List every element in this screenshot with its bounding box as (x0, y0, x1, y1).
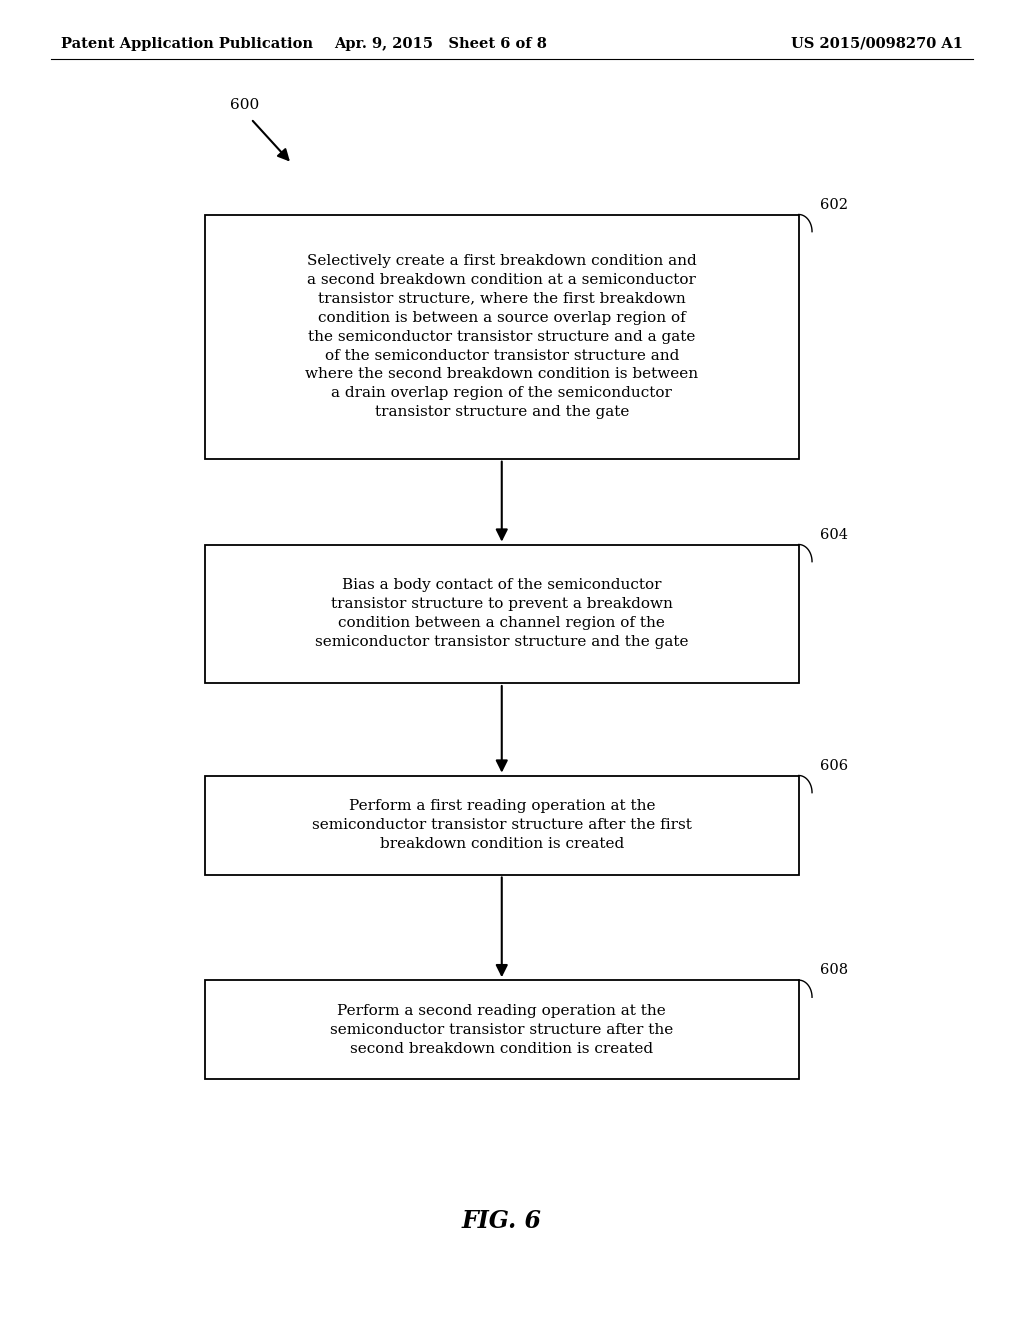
Bar (205, 775, 799, 874)
Text: Patent Application Publication: Patent Application Publication (61, 37, 313, 50)
Text: 602: 602 (820, 198, 848, 213)
Text: 600: 600 (230, 98, 260, 112)
Text: Apr. 9, 2015   Sheet 6 of 8: Apr. 9, 2015 Sheet 6 of 8 (334, 37, 547, 50)
Text: Bias a body contact of the semiconductor
transistor structure to prevent a break: Bias a body contact of the semiconductor… (315, 578, 688, 649)
Text: 604: 604 (820, 528, 848, 541)
Text: 606: 606 (820, 759, 848, 772)
Bar (205, 544, 799, 682)
Bar (205, 979, 799, 1080)
Text: FIG. 6: FIG. 6 (462, 1209, 542, 1233)
Text: Selectively create a first breakdown condition and
a second breakdown condition : Selectively create a first breakdown con… (305, 253, 698, 420)
Text: Perform a first reading operation at the
semiconductor transistor structure afte: Perform a first reading operation at the… (312, 799, 691, 851)
Text: Perform a second reading operation at the
semiconductor transistor structure aft: Perform a second reading operation at th… (330, 1003, 674, 1056)
Text: US 2015/0098270 A1: US 2015/0098270 A1 (791, 37, 963, 50)
Text: 608: 608 (820, 964, 848, 977)
Bar (205, 214, 799, 459)
